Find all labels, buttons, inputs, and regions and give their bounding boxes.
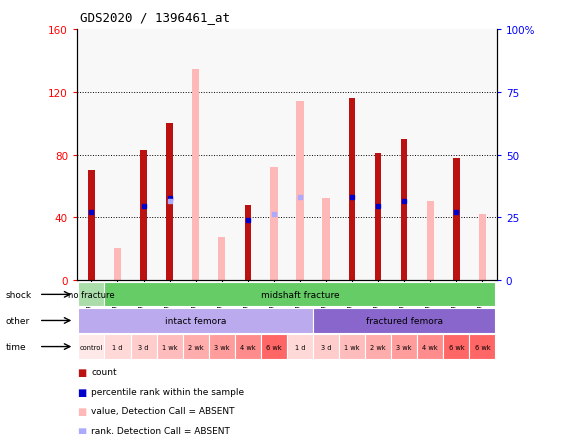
Bar <box>88 171 95 280</box>
Bar <box>104 335 131 359</box>
Bar <box>313 335 339 359</box>
Text: ■: ■ <box>77 367 86 377</box>
Text: shock: shock <box>6 290 32 299</box>
Text: midshaft fracture: midshaft fracture <box>260 290 339 299</box>
Text: count: count <box>91 367 117 376</box>
Text: 3 d: 3 d <box>138 344 149 350</box>
Text: other: other <box>6 316 30 325</box>
Bar <box>78 335 104 359</box>
Bar <box>323 199 329 280</box>
Bar <box>443 335 469 359</box>
Bar <box>478 214 486 280</box>
Text: 1 d: 1 d <box>295 344 305 350</box>
Text: 1 wk: 1 wk <box>162 344 178 350</box>
Text: fractured femora: fractured femora <box>366 316 443 325</box>
Text: ■: ■ <box>77 406 86 416</box>
Text: percentile rank within the sample: percentile rank within the sample <box>91 387 244 396</box>
Bar <box>365 335 391 359</box>
Bar <box>235 335 261 359</box>
Bar <box>244 205 251 280</box>
Bar <box>401 140 408 280</box>
Bar <box>183 335 209 359</box>
Bar <box>166 124 173 280</box>
Bar <box>261 335 287 359</box>
Bar <box>192 69 199 280</box>
Text: ■: ■ <box>77 426 86 434</box>
Bar <box>270 168 278 280</box>
Bar <box>391 335 417 359</box>
Bar <box>287 335 313 359</box>
Text: 6 wk: 6 wk <box>475 344 490 350</box>
Bar <box>339 335 365 359</box>
Bar <box>140 151 147 280</box>
Bar <box>349 99 355 280</box>
Text: 6 wk: 6 wk <box>266 344 282 350</box>
Text: 4 wk: 4 wk <box>423 344 438 350</box>
Text: 2 wk: 2 wk <box>371 344 386 350</box>
Bar <box>296 102 304 280</box>
Bar <box>78 283 104 307</box>
Bar <box>114 249 121 280</box>
Text: rank, Detection Call = ABSENT: rank, Detection Call = ABSENT <box>91 426 230 434</box>
Text: time: time <box>6 342 26 351</box>
Bar <box>469 335 496 359</box>
Bar <box>417 335 443 359</box>
Bar <box>313 309 496 333</box>
Text: 3 wk: 3 wk <box>396 344 412 350</box>
Text: ■: ■ <box>77 387 86 397</box>
Text: 3 wk: 3 wk <box>214 344 230 350</box>
Text: no fracture: no fracture <box>68 290 115 299</box>
Text: 3 d: 3 d <box>321 344 331 350</box>
Text: intact femora: intact femora <box>165 316 226 325</box>
Bar <box>375 154 381 280</box>
Bar <box>156 335 183 359</box>
Text: 1 wk: 1 wk <box>344 344 360 350</box>
Text: value, Detection Call = ABSENT: value, Detection Call = ABSENT <box>91 406 235 415</box>
Text: GDS2020 / 1396461_at: GDS2020 / 1396461_at <box>80 11 230 24</box>
Bar <box>218 238 226 280</box>
Bar <box>78 309 313 333</box>
Text: control: control <box>80 344 103 350</box>
Text: 1 d: 1 d <box>112 344 123 350</box>
Text: 2 wk: 2 wk <box>188 344 203 350</box>
Bar <box>209 335 235 359</box>
Bar <box>427 202 434 280</box>
Bar <box>453 158 460 280</box>
Text: 6 wk: 6 wk <box>449 344 464 350</box>
Bar <box>131 335 156 359</box>
Text: 4 wk: 4 wk <box>240 344 256 350</box>
